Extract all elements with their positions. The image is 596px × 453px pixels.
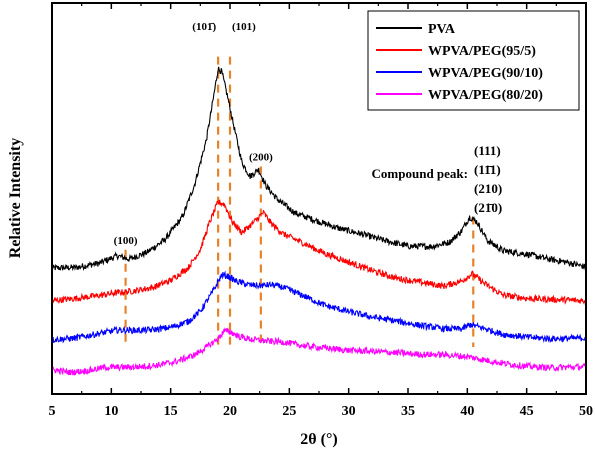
peak-label: (200) [249,152,273,164]
compound-peak-plane: (11̄1) [474,162,501,177]
series-line [51,66,587,272]
x-axis-title: 2θ (°) [300,431,337,448]
x-tick-label: 15 [164,404,178,419]
x-tick-label: 45 [520,404,534,419]
series-line [51,270,587,345]
legend: PVA WPVA/PEG(95/5) WPVA/PEG(90/10) WPVA/PEG… [367,10,580,111]
x-tick-label: 20 [223,404,237,419]
x-tick-label: 5 [49,404,56,419]
compound-peak-label: Compound peak: [372,166,468,181]
x-tick-label: 30 [342,404,356,419]
compound-peak-plane: (21̄0) [474,200,502,215]
legend-label: PVA [428,22,456,37]
x-tick-label: 25 [282,404,296,419]
compound-peak-planes: (111) (11̄1) (210) (21̄0) [474,143,502,215]
peak-label: (101) [232,21,256,33]
series-line [51,199,587,306]
legend-label: WPVA/PEG(95/5) [428,44,536,59]
x-tick-label: 10 [104,404,118,419]
x-tick-label: 50 [579,404,593,419]
series-line [51,327,587,376]
peak-label: (101̄) [192,21,216,33]
x-tick-label: 40 [460,404,474,419]
peak-labels: (100) (101̄) (101) (200) [114,21,273,247]
y-axis-title: Relative Intensity [7,138,24,258]
legend-label: WPVA/PEG(80/20) [428,88,543,103]
x-tick-label: 35 [401,404,415,419]
peak-label: (100) [114,235,138,247]
legend-label: WPVA/PEG(90/10) [428,66,543,81]
compound-peak-plane: (111) [474,143,501,158]
series-lines [51,66,587,376]
compound-peak-plane: (210) [474,181,502,196]
x-ticks: 5 10 15 20 25 30 35 40 45 50 [49,3,593,419]
